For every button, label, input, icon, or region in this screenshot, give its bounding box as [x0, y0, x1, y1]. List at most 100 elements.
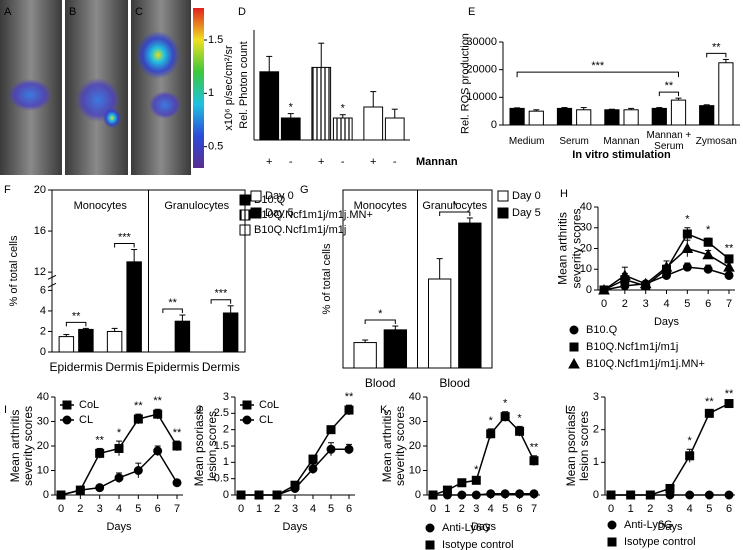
x-tick-label: 6 — [155, 503, 161, 515]
y-axis-label-box: Rel. ROS production — [460, 33, 472, 134]
y-tick-label: 40 — [580, 201, 592, 213]
panel-label: F — [4, 184, 11, 196]
x-tick-label: 0 — [238, 503, 244, 515]
y-tick-label: 2.5 — [214, 407, 229, 419]
x-tick-label: 7 — [531, 503, 537, 515]
signal-blob — [149, 91, 181, 119]
marker — [529, 489, 539, 499]
x-tick-label: 1 — [444, 503, 450, 515]
marker — [133, 414, 143, 424]
marker — [471, 490, 481, 500]
y-tick-label: 4 — [40, 305, 46, 317]
significance: * — [685, 214, 690, 226]
signal-blob — [136, 31, 180, 79]
y-tick-label: 0 — [415, 489, 421, 501]
x-tick-label: 5 — [328, 503, 334, 515]
bar — [259, 71, 280, 141]
marker — [56, 490, 66, 500]
legend-swatch — [497, 207, 509, 219]
marker — [75, 485, 85, 495]
x-tick-label: - — [393, 156, 397, 168]
marker — [153, 409, 163, 419]
significance: ** — [345, 391, 354, 403]
marker — [442, 485, 452, 495]
marker — [723, 261, 735, 272]
marker — [272, 490, 282, 500]
marker — [598, 283, 610, 295]
y-tick-label: 20 — [580, 242, 592, 254]
bar — [556, 107, 573, 126]
x-tick-label-box: Dermis — [105, 361, 143, 374]
marker — [724, 399, 734, 409]
y-axis-label: % of total cells — [320, 243, 333, 315]
x-tick-label: 2 — [459, 503, 465, 515]
y-tick-label: 2 — [593, 424, 599, 436]
bar — [670, 99, 687, 126]
x-tick-label: 6 — [346, 503, 352, 515]
legend-label: CL — [79, 414, 93, 426]
significance: * — [341, 103, 346, 115]
significance: ** — [134, 400, 143, 412]
x-axis-label: Days — [106, 521, 132, 533]
legend-label: Isotype control — [442, 539, 514, 550]
significance-bracket — [516, 71, 679, 78]
legend-label: Day 5 — [512, 207, 541, 219]
group-label: Granulocytes — [422, 200, 487, 212]
significance: * — [474, 464, 479, 476]
panel-label: D — [238, 6, 246, 18]
x-axis-label: In vitro stimulation — [572, 149, 671, 161]
x-tick-label: Blood — [439, 376, 471, 391]
legend-label: B10.Q — [254, 194, 286, 206]
x-tick-label-box: Mannan + Serum — [647, 130, 692, 152]
legend-label: B10Q.Ncf1m1j/m1j.MN+ — [586, 358, 705, 370]
significance: ** — [712, 41, 721, 53]
x-tick-label: 6 — [726, 503, 732, 515]
legend-label: CoL — [259, 399, 279, 411]
significance-bracket — [658, 91, 679, 97]
marker — [515, 426, 525, 436]
significance: ** — [95, 434, 104, 446]
marker — [62, 415, 72, 425]
marker — [702, 248, 715, 260]
y-tick-label: 40 — [409, 391, 421, 403]
mouse-image-c — [131, 0, 191, 175]
x-tick-label: Epidermis — [49, 360, 103, 375]
panel-label: H — [560, 188, 568, 200]
marker — [607, 537, 617, 547]
x-tick-label-box: Dermis — [202, 361, 240, 374]
significance: *** — [214, 288, 228, 300]
x-tick-label: 4 — [687, 503, 693, 515]
marker — [500, 412, 510, 422]
significance: * — [517, 412, 522, 424]
x-tick-label: 2 — [622, 298, 628, 310]
marker — [326, 444, 336, 454]
plot-frame — [51, 189, 246, 353]
panel-label: G — [300, 184, 309, 196]
x-tick-label-box: Epidermis — [145, 360, 200, 375]
legend-label: B10.Q — [586, 324, 618, 336]
significance: ** — [530, 442, 539, 454]
marker — [344, 444, 354, 454]
x-axis-label: Days — [471, 521, 497, 533]
marker — [724, 490, 734, 500]
significance: ** — [665, 80, 674, 92]
significance: ** — [168, 297, 177, 309]
y-tick-label: 0 — [593, 489, 599, 501]
bar — [78, 328, 94, 353]
marker — [62, 400, 72, 410]
x-axis-label: Days — [654, 316, 680, 328]
x-tick-label-box: Blood — [439, 376, 471, 391]
marker — [457, 490, 467, 500]
x-tick-label: - — [341, 156, 345, 168]
y-axis-label-box: Mean arthritis severity scores — [556, 208, 583, 288]
colorbar-tick-label: 1.5 — [208, 34, 223, 46]
marker — [568, 357, 580, 369]
x-tick-label: Epidermis — [145, 360, 200, 375]
significance-bracket — [706, 52, 727, 58]
significance: * — [688, 435, 693, 447]
x-tick-label: 3 — [292, 503, 298, 515]
bar — [363, 106, 384, 141]
marker — [172, 441, 182, 451]
legend-label: Anti-Ly6G — [442, 522, 491, 534]
